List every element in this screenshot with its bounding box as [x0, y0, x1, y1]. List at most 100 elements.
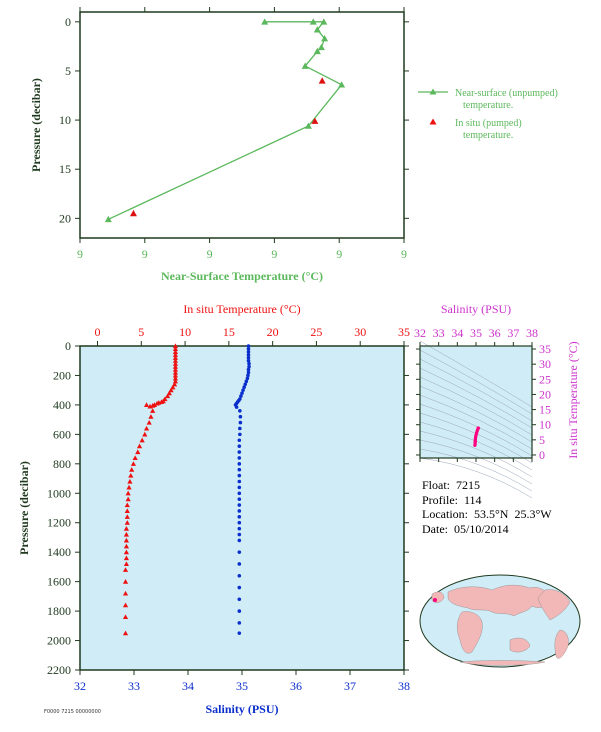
y-tick-label: 5	[65, 64, 71, 78]
salinity-point	[237, 438, 242, 443]
y-tick-label: 1800	[47, 604, 71, 618]
temperature-point	[172, 364, 179, 369]
temperature-point	[172, 355, 179, 360]
ts-x-label: Salinity (PSU)	[441, 302, 511, 316]
profile-series	[122, 343, 251, 636]
temperature-point	[123, 561, 130, 567]
temperature-point	[150, 408, 156, 413]
salinity-point	[238, 420, 243, 425]
float-info: Float: 7215 Profile: 114 Location: 53.5°…	[422, 478, 552, 536]
unpumped-line	[108, 21, 343, 220]
density-contour	[419, 340, 533, 408]
y-tick-label: 0	[65, 339, 71, 353]
pumped-point	[129, 209, 137, 217]
salinity-point	[237, 456, 242, 460]
salinity-point	[246, 367, 251, 372]
temperature-point	[172, 358, 179, 363]
temperature-point	[172, 343, 179, 349]
continents	[431, 584, 571, 666]
salinity-axis-label: Salinity (PSU)	[205, 702, 278, 716]
ts-x-tick-label: 33	[433, 326, 445, 340]
profile-number: Profile: 114	[422, 492, 482, 507]
continent-europe-asia	[447, 584, 553, 617]
plot-code: F0000 7215 00000000	[44, 709, 101, 715]
salinity-tick-label: 36	[290, 679, 302, 693]
y-tick-label: 2000	[47, 634, 71, 648]
continent-africa	[457, 611, 483, 654]
near-surface-x-label: Near-Surface Temperature (°C)	[161, 269, 323, 283]
temperature-point	[122, 614, 129, 620]
temperature-point	[172, 361, 179, 366]
x-tick-label: 9	[77, 247, 83, 261]
ts-y-tick-label: 15	[539, 403, 551, 417]
density-contour	[419, 358, 533, 422]
temperature-point	[170, 384, 176, 390]
unpumped-point	[301, 62, 309, 69]
salinity-point	[237, 503, 242, 507]
legend-pumped-label-1: In situ (pumped)	[455, 118, 522, 129]
profile-panel: 0200400600800100012001400160018002000220…	[17, 302, 410, 716]
profile-plot-area	[80, 346, 404, 670]
near-surface-series	[104, 18, 346, 223]
salinity-tick-label: 34	[182, 679, 194, 693]
temperature-point	[126, 484, 132, 490]
legend-pumped-marker	[429, 118, 437, 125]
salinity-point	[246, 353, 251, 357]
temperature-point	[143, 402, 150, 407]
salinity-point	[246, 350, 251, 354]
unpumped-point	[104, 215, 112, 223]
salinity-point	[246, 347, 251, 351]
salinity-point	[237, 479, 242, 484]
temperature-point	[124, 502, 130, 508]
salinity-point	[241, 388, 245, 392]
salinity-tick-label: 35	[236, 679, 248, 693]
continent-australia	[509, 637, 531, 653]
salinity-point	[238, 414, 243, 419]
salinity-point	[234, 405, 239, 409]
salinity-point	[237, 597, 242, 602]
ts-x-tick-label: 38	[526, 326, 538, 340]
temperature-point	[132, 455, 138, 461]
temperature-point	[129, 467, 135, 472]
temperature-point	[172, 378, 179, 384]
salinity-point	[243, 382, 248, 387]
temperature-point	[122, 567, 129, 572]
unpumped-point	[321, 35, 329, 42]
temperature-tick-label: 30	[354, 325, 366, 339]
density-contour	[419, 367, 533, 429]
salinity-point	[237, 467, 242, 472]
location: Location: 53.5°N 25.3°W	[422, 507, 552, 521]
temperature-tick-label: 35	[398, 325, 410, 339]
temperature-point	[124, 514, 130, 519]
unpumped-point	[317, 43, 325, 51]
continent-north-america	[537, 589, 571, 621]
density-contour	[419, 376, 533, 436]
y-tick-label: 800	[53, 457, 71, 471]
ts-x-tick-label: 36	[489, 326, 501, 340]
salinity-point	[237, 520, 242, 525]
salinity-point	[238, 432, 242, 437]
salinity-point	[237, 491, 242, 496]
density-contour	[419, 385, 533, 443]
pumped-point	[311, 117, 319, 124]
salinity-point	[237, 473, 242, 478]
salinity-point	[237, 621, 242, 625]
salinity-point	[246, 373, 250, 378]
salinity-tick-label: 37	[344, 679, 356, 693]
ts-x-tick-label: 32	[414, 326, 426, 340]
temperature-point	[128, 473, 134, 478]
density-contour	[419, 457, 533, 499]
temperature-point	[139, 437, 145, 443]
continent-antarctica	[459, 660, 546, 666]
salinity-point	[246, 370, 251, 375]
legend-unpumped-marker	[429, 88, 437, 95]
temperature-tick-label: 5	[138, 325, 144, 339]
y-tick-label: 400	[53, 398, 71, 412]
temperature-tick-label: 0	[95, 325, 101, 339]
temperature-point	[125, 490, 131, 496]
unpumped-point	[261, 18, 269, 25]
temperature-point	[154, 400, 160, 406]
ts-y-tick-label: 35	[539, 342, 551, 356]
unpumped-point	[313, 47, 321, 55]
